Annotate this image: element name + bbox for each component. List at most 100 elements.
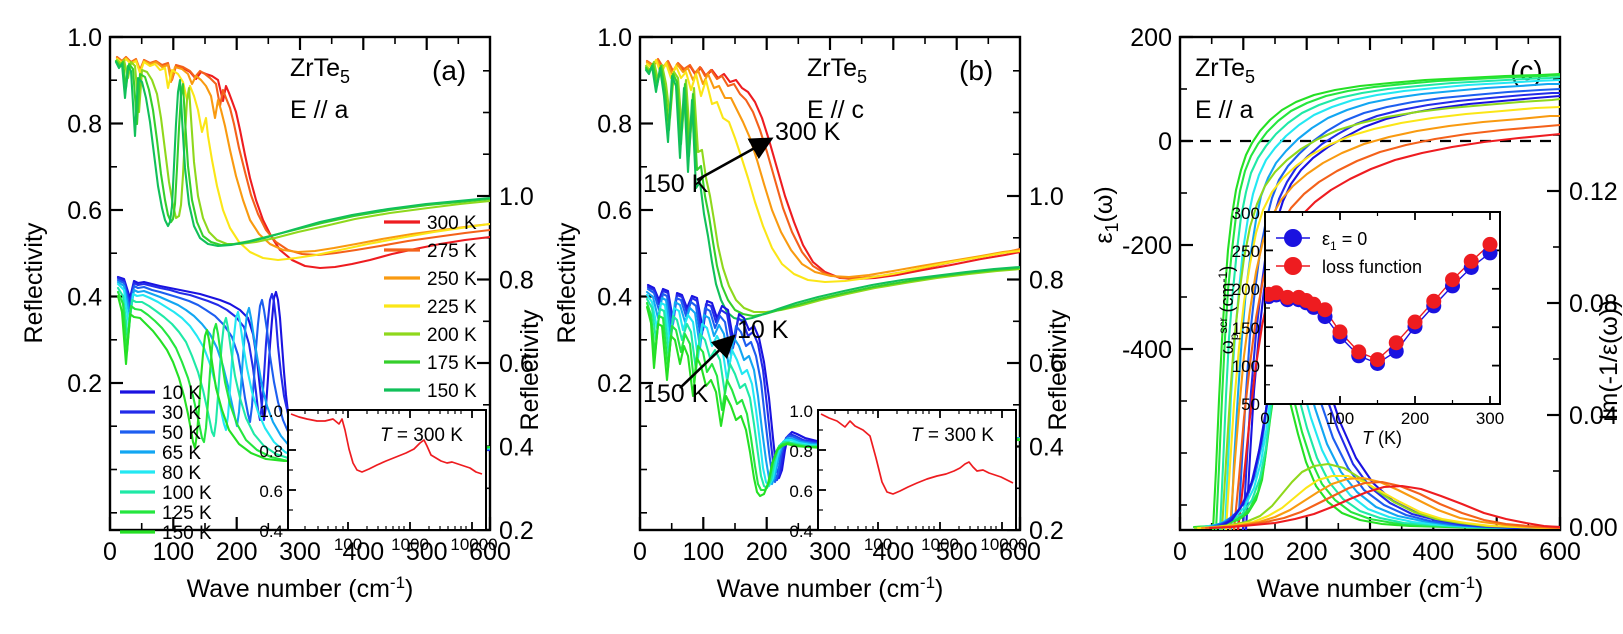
legend-item-125K[interactable]: 125 K: [120, 503, 212, 524]
legend-text-200K: 200 K: [427, 325, 477, 346]
panel-c-xlabel: Wave number (cm-1): [1257, 573, 1484, 603]
inset-a-tick-labels: 1.0 0.8 0.6 0.4 100 1000 10000: [259, 402, 497, 554]
legend-item-30K[interactable]: 30 K: [120, 403, 201, 424]
svg-text:0.2: 0.2: [1029, 517, 1064, 545]
svg-text:0.6: 0.6: [1029, 350, 1064, 378]
svg-text:1.0: 1.0: [597, 24, 632, 52]
panel-b-xlabel: Wave number (cm-1): [717, 573, 944, 603]
svg-text:100: 100: [1232, 357, 1260, 376]
legend-item-175K[interactable]: 175 K: [384, 353, 477, 374]
inset-a-ticks: [288, 409, 473, 531]
panel-b-letter: (b): [959, 55, 993, 86]
legend-text-250K: 250 K: [427, 269, 477, 290]
panel-c-ylabel-left: ε1(ω): [1090, 186, 1122, 243]
curve-eps1-10K: [1244, 94, 1560, 530]
inset-c-legend-marker-loss: [1284, 257, 1302, 275]
svg-text:0.8: 0.8: [259, 442, 283, 461]
legend-text-65K: 65 K: [162, 443, 201, 464]
panel-b-arrow-upper: 300 K 150 K: [643, 118, 841, 198]
legend-item-100K[interactable]: 100 K: [120, 483, 212, 504]
svg-text:1000: 1000: [921, 535, 959, 554]
curve-loss-300K: [1208, 484, 1560, 530]
svg-text:200: 200: [216, 538, 258, 566]
svg-text:0.08: 0.08: [1569, 290, 1618, 318]
svg-text:1.0: 1.0: [789, 402, 813, 421]
curve-eps1-250K: [1228, 114, 1560, 530]
inset-c-legend-text-eps1: ε1 = 0: [1322, 229, 1367, 253]
curve-225K-a: [115, 57, 490, 262]
svg-text:600: 600: [999, 538, 1041, 566]
panel-a-ytick-labels-right: 1.0 0.8 0.6 0.4 0.2: [499, 183, 534, 545]
svg-text:-200: -200: [1122, 232, 1172, 260]
legend-text-125K: 125 K: [162, 503, 212, 524]
svg-text:0: 0: [633, 538, 647, 566]
legend-item-65K[interactable]: 65 K: [120, 443, 201, 464]
svg-text:0: 0: [103, 538, 117, 566]
svg-text:100: 100: [682, 538, 724, 566]
panel-a-left-yticks: [110, 35, 123, 514]
svg-text:250: 250: [1232, 242, 1260, 261]
svg-text:10000: 10000: [980, 535, 1027, 554]
legend-text-300K: 300 K: [427, 213, 477, 234]
svg-text:0: 0: [1158, 128, 1172, 156]
svg-text:0.6: 0.6: [67, 197, 102, 225]
legend-item-150K-cool[interactable]: 150 K: [120, 523, 212, 544]
inset-b-curve-300K: [820, 413, 1014, 495]
svg-text:600: 600: [1539, 538, 1581, 566]
inset-a-annotation: T = 300 K: [380, 425, 463, 446]
panel-c-xtick-labels: 0 100 200 300 400 500 600: [1173, 538, 1581, 566]
panel-b-anno-150K-upper: 150 K: [643, 170, 709, 198]
svg-text:10000: 10000: [450, 535, 497, 554]
legend-item-50K[interactable]: 50 K: [120, 423, 201, 444]
svg-text:500: 500: [1476, 538, 1518, 566]
curve-eps1-150K: [1211, 72, 1560, 530]
svg-text:200: 200: [1130, 24, 1172, 52]
svg-text:50: 50: [1241, 395, 1260, 414]
legend-cool: 10 K 30 K 50 K 65 K 80 K: [120, 383, 212, 544]
curve-eps1-125K: [1214, 73, 1560, 530]
inset-c-legend-marker-eps1: [1284, 229, 1302, 247]
svg-text:0.6: 0.6: [597, 197, 632, 225]
legend-item-275K[interactable]: 275 K: [384, 241, 477, 262]
legend-text-225K: 225 K: [427, 297, 477, 318]
svg-text:200: 200: [1401, 409, 1429, 428]
legend-text-50K: 50 K: [162, 423, 201, 444]
legend-item-80K[interactable]: 80 K: [120, 463, 201, 484]
legend-warm: 300 K 275 K 250 K 225 K 200 K: [384, 213, 477, 402]
svg-text:1.0: 1.0: [259, 402, 283, 421]
legend-text-80K: 80 K: [162, 463, 201, 484]
svg-text:-400: -400: [1122, 336, 1172, 364]
legend-item-200K[interactable]: 200 K: [384, 325, 477, 346]
curve-200K-b: [644, 60, 1020, 314]
svg-text:300: 300: [1349, 538, 1391, 566]
svg-text:0.12: 0.12: [1569, 178, 1618, 206]
legend-item-150K-warm[interactable]: 150 K: [384, 381, 477, 402]
legend-item-10K[interactable]: 10 K: [120, 383, 201, 404]
svg-text:1.0: 1.0: [67, 24, 102, 52]
legend-item-225K[interactable]: 225 K: [384, 297, 477, 318]
inset-c-legend-item-eps1[interactable]: ε1 = 0: [1276, 229, 1367, 253]
svg-text:400: 400: [1412, 538, 1454, 566]
svg-text:0.8: 0.8: [67, 111, 102, 139]
inset-c-legend-item-loss[interactable]: loss function: [1276, 257, 1422, 277]
inset-c-legend: ε1 = 0 loss function: [1276, 229, 1422, 277]
legend-item-250K[interactable]: 250 K: [384, 269, 477, 290]
inset-c-xlabel: T (K): [1362, 428, 1402, 448]
svg-text:0.4: 0.4: [67, 284, 102, 312]
curve-250K-a: [115, 56, 490, 254]
svg-text:0.2: 0.2: [499, 517, 534, 545]
panel-b-ytick-labels-right: 1.0 0.8 0.6 0.4 0.2: [1029, 183, 1064, 545]
panel-b-anno-300K: 300 K: [775, 118, 841, 146]
svg-text:100: 100: [1222, 538, 1264, 566]
inset-b: 1.0 0.8 0.6 0.4 100 1000 10000 T = 300 K: [789, 402, 1027, 554]
svg-text:0.04: 0.04: [1569, 402, 1618, 430]
panel-b-left-yticks: [640, 35, 653, 514]
inset-c-series-loss-markers: [1265, 236, 1498, 368]
panel-a-ylabel-left: Reflectivity: [20, 222, 48, 343]
svg-text:500: 500: [936, 538, 978, 566]
inset-a: 1.0 0.8 0.6 0.4 100 1000 10000 T = 300 K: [259, 402, 497, 554]
svg-text:0: 0: [1173, 538, 1187, 566]
svg-text:0.8: 0.8: [789, 442, 813, 461]
legend-item-300K[interactable]: 300 K: [384, 213, 477, 234]
curve-loss-225K: [1196, 474, 1560, 530]
